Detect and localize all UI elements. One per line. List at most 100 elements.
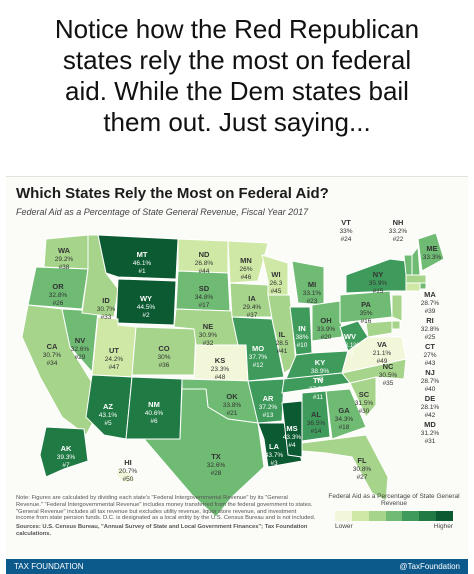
state-label-ia: 29.4% (243, 304, 262, 311)
legend-swatch (402, 511, 420, 521)
state-label-or: 32.8% (49, 292, 68, 299)
state-label-id: #33 (101, 314, 112, 321)
state-label-ct: 27% (423, 352, 436, 359)
state-label-il: IL (279, 330, 286, 339)
state-label-in: IN (298, 324, 306, 333)
state-label-or: OR (52, 282, 64, 291)
footer-handle: @TaxFoundation (399, 562, 460, 571)
legend-swatch (351, 511, 369, 521)
state-al (301, 390, 331, 442)
caption-line: states rely the most on federal (62, 45, 412, 75)
state-or (27, 266, 89, 310)
state-label-tn: 37.7% (309, 386, 328, 393)
state-label-mo: 37.7% (249, 354, 268, 361)
footer-org: TAX FOUNDATION (14, 562, 84, 571)
state-label-az: AZ (103, 402, 113, 411)
state-oh (311, 300, 343, 342)
state-label-wa: #38 (59, 264, 70, 271)
state-label-in: #10 (297, 342, 308, 349)
state-label-ma: #39 (425, 308, 436, 315)
state-label-pa: #16 (361, 318, 372, 325)
state-me (417, 232, 445, 272)
state-label-tx: #28 (211, 470, 222, 477)
state-label-vt: 33% (339, 228, 352, 235)
state-label-nd: 26.8% (195, 260, 214, 267)
state-label-vt: VT (341, 218, 351, 227)
state-label-me: 33.3% (423, 254, 442, 261)
state-label-wy: #2 (142, 312, 150, 319)
state-label-mi: 33.1% (303, 290, 322, 297)
state-label-sd: 34.8% (195, 294, 214, 301)
state-label-ca: CA (47, 342, 58, 351)
state-label-wy: WY (140, 294, 152, 303)
state-label-hi: #50 (123, 476, 134, 483)
state-mt (97, 234, 179, 280)
state-label-fl: FL (357, 456, 367, 465)
state-label-nh: NH (393, 218, 404, 227)
state-va (341, 336, 407, 374)
state-label-ok: 33.8% (223, 402, 242, 409)
state-ms (281, 400, 303, 458)
state-label-de: 28.1% (421, 404, 440, 411)
legend-swatch (368, 511, 386, 521)
state-de (391, 320, 401, 330)
state-label-al: 36.5% (307, 420, 326, 427)
state-label-ky: KY (315, 358, 325, 367)
state-nj (391, 294, 403, 322)
state-label-ar: 37.2% (259, 404, 278, 411)
state-label-az: #5 (104, 420, 112, 427)
state-label-mi: #23 (307, 298, 318, 305)
state-label-hi: 20.7% (119, 468, 138, 475)
state-label-pa: 35% (359, 310, 372, 317)
state-label-sd: #17 (199, 302, 210, 309)
state-label-ut: UT (109, 346, 119, 355)
state-label-ri: 32.8% (421, 326, 440, 333)
state-label-ny: NY (373, 270, 383, 279)
state-label-ne: 30.9% (199, 332, 218, 339)
state-label-tn: #11 (313, 394, 324, 401)
state-label-nm: 40.6% (145, 410, 164, 417)
state-label-ma: 28.7% (421, 300, 440, 307)
state-label-mn: 26% (239, 266, 252, 273)
legend-swatch (419, 511, 437, 521)
state-ga (325, 388, 367, 440)
footer-bar: TAX FOUNDATION @TaxFoundation (6, 559, 468, 574)
state-label-la: 43.7% (265, 452, 284, 459)
state-label-ga: GA (338, 406, 350, 415)
state-label-nd: ND (199, 250, 210, 259)
state-label-ks: 23.3% (211, 366, 230, 373)
state-label-nc: #35 (383, 380, 394, 387)
state-label-az: 43.1% (99, 412, 118, 419)
state-label-ia: #37 (247, 312, 258, 319)
state-label-ar: #13 (263, 412, 274, 419)
state-labels: WA29.2%#38OR32.8%#26CA30.7%#34NV32.6%#29… (43, 218, 442, 483)
state-label-tx: 32.6% (207, 462, 226, 469)
state-label-al: #14 (311, 428, 322, 435)
state-label-ct: CT (425, 342, 435, 351)
state-label-mn: MN (240, 256, 252, 265)
state-label-wa: 29.2% (55, 256, 74, 263)
state-label-wi: 26.3 (270, 280, 283, 287)
state-label-co: #36 (159, 362, 170, 369)
map-title: Which States Rely the Most on Federal Ai… (16, 185, 329, 202)
state-label-mo: #12 (253, 362, 264, 369)
state-label-hi: HI (124, 458, 132, 467)
caption-line: Notice how the Red Republican (54, 14, 420, 44)
state-label-ny: #15 (373, 288, 384, 295)
state-vt (403, 254, 413, 276)
state-mn (227, 240, 269, 284)
legend: Federal Aid as a Percentage of State Gen… (324, 493, 464, 530)
state-label-in: 38% (295, 334, 308, 341)
state-label-md: MD (424, 420, 436, 429)
state-label-wv: WV (344, 332, 356, 341)
legend-high: Higher (433, 523, 453, 530)
state-hi (115, 466, 137, 484)
state-label-nj: #40 (425, 386, 436, 393)
caption-line: them out. Just saying... (103, 107, 371, 137)
state-label-ok: OK (226, 392, 238, 401)
state-label-nv: NV (75, 336, 85, 345)
state-ri (419, 282, 427, 290)
state-label-ca: 30.7% (43, 352, 62, 359)
state-label-ky: #8 (316, 376, 324, 383)
state-label-sc: 31.5% (355, 400, 374, 407)
